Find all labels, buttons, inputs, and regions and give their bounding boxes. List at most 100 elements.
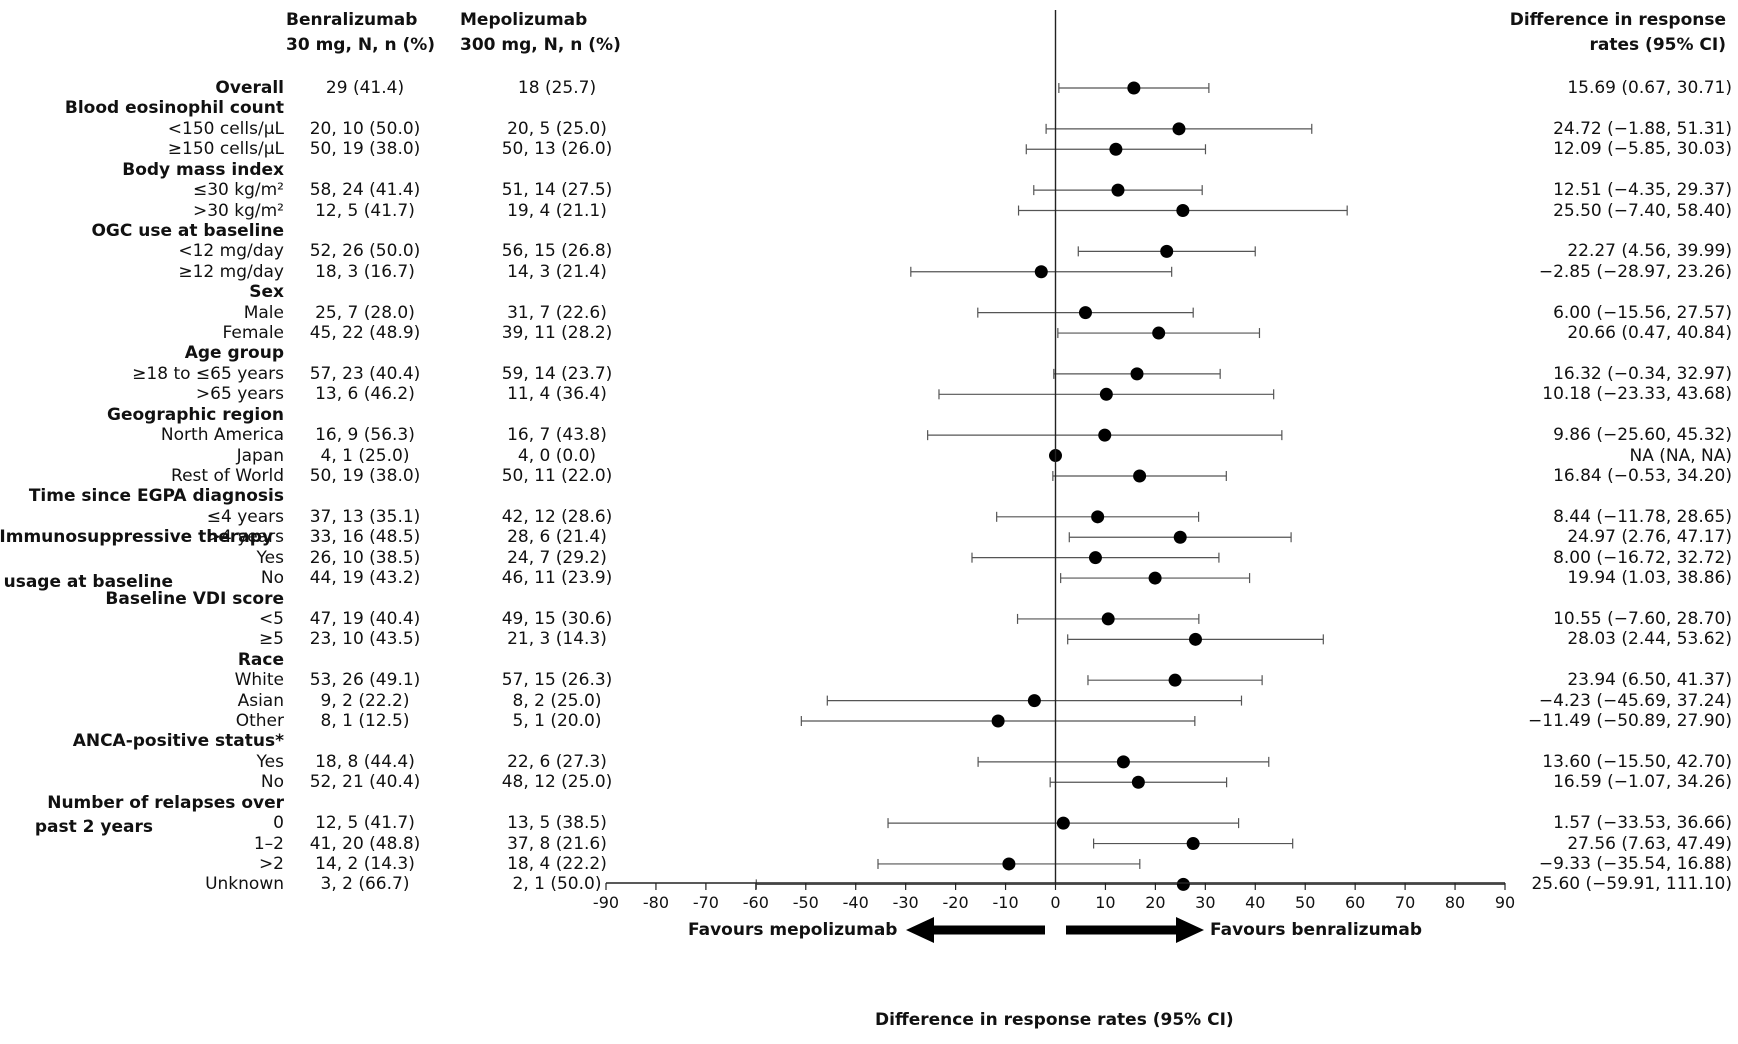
row-label: >30 kg/m² <box>192 200 284 221</box>
point-estimate <box>1111 183 1125 197</box>
x-tick-label: 90 <box>1495 893 1515 912</box>
x-tick-label: 70 <box>1395 893 1415 912</box>
benralizumab-value: 9, 2 (22.2) <box>320 690 410 711</box>
row-label: North America <box>160 425 284 446</box>
point-estimate <box>1099 387 1113 401</box>
x-tick-label: -50 <box>793 893 819 912</box>
subgroup-header: Body mass index <box>122 159 284 180</box>
benralizumab-header-line2: 30 mg, N, n (%) <box>286 35 436 55</box>
row-label: Other <box>235 711 284 732</box>
subgroup-header: Geographic region <box>107 404 284 425</box>
benralizumab-value: 13, 6 (46.2) <box>315 384 415 405</box>
benralizumab-value: 25, 7 (28.0) <box>315 302 415 323</box>
point-estimate <box>1034 265 1048 279</box>
x-tick-label: -80 <box>643 893 669 912</box>
point-estimate <box>1098 428 1112 442</box>
benralizumab-value: 14, 2 (14.3) <box>315 853 415 874</box>
benralizumab-value: 4, 1 (25.0) <box>320 445 410 466</box>
point-estimate <box>1127 81 1141 95</box>
difference-ci-value: 22.27 (4.56, 39.99) <box>1567 241 1732 262</box>
row-label: Female <box>222 323 284 344</box>
point-estimate <box>1152 326 1166 340</box>
mepolizumab-value: 19, 4 (21.1) <box>507 200 607 221</box>
difference-ci-value: −4.23 (−45.69, 37.24) <box>1538 690 1732 711</box>
benralizumab-value: 50, 19 (38.0) <box>309 465 421 486</box>
point-estimate <box>1027 694 1041 708</box>
mepolizumab-value: 20, 5 (25.0) <box>507 118 607 139</box>
row-label: Asian <box>237 690 284 711</box>
mepolizumab-header-line2: 300 mg, N, n (%) <box>460 35 621 55</box>
mepolizumab-value: 42, 12 (28.6) <box>501 506 613 527</box>
subgroup-header: Number of relapses over <box>47 792 284 813</box>
row-label: ≤30 kg/m² <box>192 180 284 201</box>
mepolizumab-value: 18, 4 (22.2) <box>507 853 607 874</box>
point-estimate <box>1173 530 1187 544</box>
benralizumab-value: 58, 24 (41.4) <box>309 180 421 201</box>
row-label: Male <box>243 302 284 323</box>
point-estimate <box>1131 775 1145 789</box>
difference-ci-value: 8.00 (−16.72, 32.72) <box>1553 547 1732 568</box>
benralizumab-value: 57, 23 (40.4) <box>309 363 421 384</box>
mepolizumab-value: 50, 11 (22.0) <box>501 465 613 486</box>
x-tick-label: -70 <box>693 893 719 912</box>
difference-ci-value: −2.85 (−28.97, 23.26) <box>1538 261 1732 282</box>
difference-ci-value: 12.51 (−4.35, 29.37) <box>1553 180 1732 201</box>
difference-ci-value: 19.94 (1.03, 38.86) <box>1567 568 1732 589</box>
mepolizumab-value: 37, 8 (21.6) <box>507 833 607 854</box>
subgroup-header: Age group <box>184 343 284 364</box>
mepolizumab-value: 16, 7 (43.8) <box>507 425 607 446</box>
row-label: 1–2 <box>253 833 284 854</box>
mepolizumab-value: 4, 0 (0.0) <box>517 445 597 466</box>
x-tick-label: 40 <box>1245 893 1265 912</box>
row-label: >65 years <box>195 384 284 405</box>
benralizumab-value: 18, 3 (16.7) <box>315 261 415 282</box>
x-axis-title: Difference in response rates (95% CI) <box>875 1010 1234 1030</box>
difference-ci-value: 23.94 (6.50, 41.37) <box>1567 670 1732 691</box>
difference-ci-value: 27.56 (7.63, 47.49) <box>1567 833 1732 854</box>
subgroup-header: OGC use at baseline <box>91 220 284 241</box>
difference-ci-value: 15.69 (0.67, 30.71) <box>1567 78 1732 98</box>
point-estimate <box>1133 469 1147 483</box>
difference-ci-value: 8.44 (−11.78, 28.65) <box>1553 506 1732 527</box>
row-label: <150 cells/µL <box>167 118 284 139</box>
benralizumab-value: 12, 5 (41.7) <box>315 200 415 221</box>
mepolizumab-value: 50, 13 (26.0) <box>501 139 613 160</box>
difference-ci-value: 16.84 (−0.53, 34.20) <box>1553 465 1732 486</box>
row-label: 0 <box>273 813 284 834</box>
subgroup-header: Blood eosinophil count <box>64 98 284 119</box>
difference-ci-value: −11.49 (−50.89, 27.90) <box>1528 711 1732 732</box>
benralizumab-value: 26, 10 (38.5) <box>309 547 421 568</box>
row-label: ≥5 <box>258 629 284 650</box>
benralizumab-value: 44, 19 (43.2) <box>309 568 421 589</box>
x-tick-label: 30 <box>1195 893 1215 912</box>
point-estimate <box>1186 837 1200 851</box>
difference-header-line1: Difference in response <box>1509 10 1726 30</box>
mepolizumab-header-line1: Mepolizumab <box>460 10 588 30</box>
mepolizumab-value: 2, 1 (50.0) <box>512 874 602 895</box>
favours-benralizumab-label: Favours benralizumab <box>1210 920 1423 940</box>
mepolizumab-value: 56, 15 (26.8) <box>501 241 613 262</box>
mepolizumab-value: 22, 6 (27.3) <box>507 751 607 772</box>
point-estimate <box>1130 367 1144 381</box>
point-estimate <box>1056 816 1070 830</box>
benralizumab-value: 8, 1 (12.5) <box>320 711 410 732</box>
row-label: Yes <box>256 751 284 772</box>
point-estimate <box>1002 857 1016 871</box>
benralizumab-value: 52, 21 (40.4) <box>309 772 421 793</box>
difference-ci-value: 10.18 (−23.33, 43.68) <box>1542 384 1732 405</box>
subgroup-header: Baseline VDI score <box>105 588 284 609</box>
difference-ci-value: 16.32 (−0.34, 32.97) <box>1553 363 1732 384</box>
difference-ci-value: 28.03 (2.44, 53.62) <box>1567 629 1732 650</box>
arrow-left-head <box>906 917 934 943</box>
row-label: <5 <box>258 608 284 629</box>
row-label: Yes <box>256 547 284 568</box>
benralizumab-value: 12, 5 (41.7) <box>315 813 415 834</box>
difference-ci-value: 9.86 (−25.60, 45.32) <box>1553 425 1732 446</box>
x-tick-label: 10 <box>1095 893 1115 912</box>
benralizumab-value: 41, 20 (48.8) <box>309 833 421 854</box>
benralizumab-value: 37, 13 (35.1) <box>309 506 421 527</box>
difference-ci-value: 13.60 (−15.50, 42.70) <box>1542 751 1732 772</box>
difference-ci-value: 24.72 (−1.88, 51.31) <box>1553 118 1732 139</box>
difference-ci-value: 16.59 (−1.07, 34.26) <box>1553 772 1732 793</box>
